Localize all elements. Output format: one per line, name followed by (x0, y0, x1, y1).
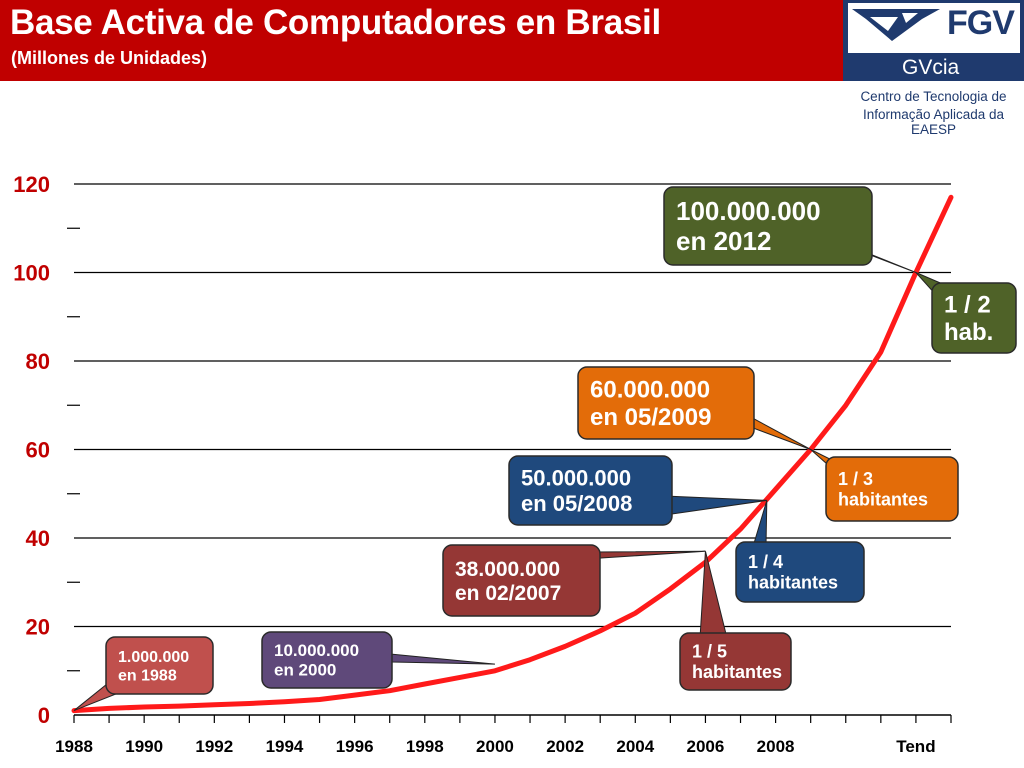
callout-label: 38.000.000 (455, 558, 560, 581)
callout-label: 1 / 2 (944, 292, 991, 319)
callout-label: en 05/2009 (590, 404, 711, 431)
fgv-bird-logo-icon (852, 9, 940, 41)
x-tick-label: 1994 (266, 737, 304, 756)
x-tick-label: 1992 (195, 737, 233, 756)
callout-label: 10.000.000 (274, 641, 359, 660)
y-tick-label: 60 (26, 438, 50, 463)
callout-box (577, 366, 755, 440)
callout-label: 1 / 4 (748, 552, 783, 572)
page-title: Base Activa de Computadores en Brasil (10, 3, 661, 42)
callout-label: habitantes (692, 662, 782, 682)
callout-label: hab. (944, 319, 993, 346)
x-tick-label: 1996 (336, 737, 374, 756)
fgv-logo-text: FGV (947, 4, 1015, 42)
gvcia-logo-text: GVcia (902, 56, 960, 79)
callout-box (735, 541, 865, 603)
callout-label: 50.000.000 (521, 466, 631, 491)
x-tick-label: 1990 (125, 737, 163, 756)
callout-box (261, 631, 393, 689)
callout-box (825, 456, 959, 522)
x-tick-label: 2006 (687, 737, 725, 756)
title-bar: Base Activa de Computadores en Brasil (M… (0, 0, 843, 81)
y-tick-label: 80 (26, 349, 50, 374)
x-tick-label: 1998 (406, 737, 444, 756)
callout-label: 1 / 3 (838, 469, 873, 489)
callout-box (105, 636, 214, 695)
callout-label: en 2000 (274, 661, 336, 680)
callout-label: 1.000.000 (118, 649, 189, 666)
callout-box (663, 186, 873, 266)
callout-box (442, 544, 601, 617)
callout-box (679, 632, 792, 691)
callout-label: habitantes (748, 573, 838, 593)
callout-label: 1 / 5 (692, 641, 727, 661)
callout-label: en 2012 (676, 226, 771, 256)
callout-label: en 05/2008 (521, 491, 632, 516)
callout-label: en 1988 (118, 667, 177, 684)
logo-caption-line-1: Centro de Tecnologia de (860, 89, 1007, 104)
callout-box (931, 282, 1017, 354)
x-tick-label: 1988 (55, 737, 93, 756)
callout-label: en 02/2007 (455, 582, 561, 605)
y-tick-label: 120 (13, 172, 50, 197)
x-tick-label: 2000 (476, 737, 514, 756)
fgv-logo-top (848, 3, 1020, 53)
x-tick-label: Tend (896, 737, 935, 756)
callout-label: 100.000.000 (676, 196, 821, 226)
y-tick-label: 20 (26, 615, 50, 640)
x-tick-label: 2002 (546, 737, 584, 756)
x-tick-label: 2008 (757, 737, 795, 756)
x-tick-label: 2004 (616, 737, 654, 756)
y-tick-label: 100 (13, 261, 50, 286)
callout-label: 60.000.000 (590, 377, 710, 404)
y-tick-label: 0 (38, 703, 50, 728)
series-line (71, 194, 954, 714)
logo-caption-line-2: Informação Aplicada da EAESP (862, 107, 1005, 137)
page-subtitle: (Millones de Unidades) (11, 48, 208, 68)
callout-label: habitantes (838, 490, 928, 510)
y-tick-label: 40 (26, 526, 50, 551)
callout-box (508, 455, 673, 526)
